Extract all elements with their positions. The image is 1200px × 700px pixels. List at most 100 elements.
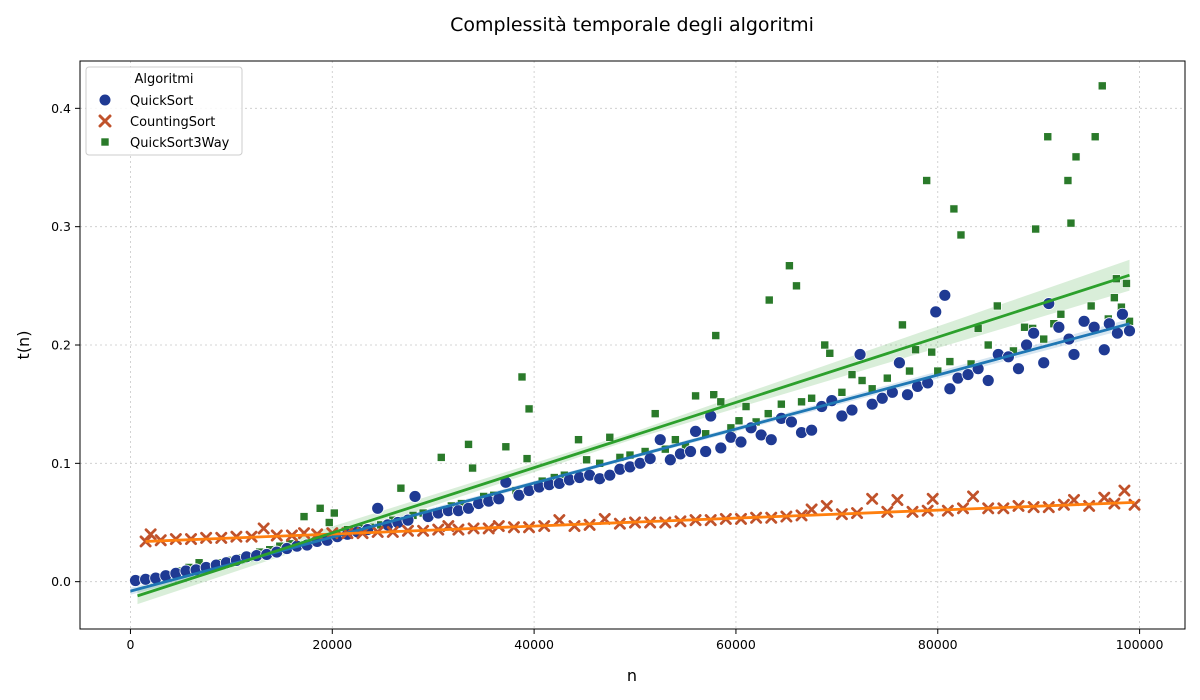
point-quicksort3way <box>1090 132 1100 142</box>
point-countingsort <box>967 490 980 503</box>
point-quicksort <box>408 490 422 503</box>
point-quicksort3way <box>1097 81 1107 91</box>
point-quicksort <box>603 468 617 482</box>
point-quicksort <box>1097 343 1111 357</box>
y-tick-label: 0.4 <box>51 101 71 116</box>
x-tick-label: 0 <box>126 637 134 652</box>
point-quicksort3way <box>605 432 615 442</box>
point-quicksort3way <box>1056 309 1066 319</box>
point-quicksort <box>893 356 906 370</box>
point-quicksort3way <box>709 390 719 400</box>
y-tick-label: 0.0 <box>51 574 71 589</box>
point-quicksort <box>929 305 943 319</box>
point-quicksort3way <box>898 320 907 330</box>
point-quicksort3way <box>522 454 532 463</box>
point-quicksort3way <box>299 512 309 521</box>
confidence-band-quicksort3way <box>137 259 1130 605</box>
point-quicksort3way <box>820 340 830 350</box>
point-quicksort3way <box>1122 279 1131 288</box>
point-countingsort <box>1118 484 1131 497</box>
point-quicksort <box>845 403 859 417</box>
point-countingsort <box>553 514 566 527</box>
point-quicksort3way <box>797 397 806 407</box>
point-quicksort3way <box>911 345 920 355</box>
point-quicksort3way <box>857 376 867 385</box>
point-quicksort <box>714 441 728 455</box>
point-quicksort3way <box>1110 293 1119 302</box>
y-axis-label: t(n) <box>14 331 33 360</box>
point-quicksort3way <box>716 397 726 407</box>
fit-line-countingsort <box>145 500 1135 543</box>
point-quicksort3way <box>574 435 583 444</box>
point-quicksort3way <box>671 435 680 444</box>
legend-marker-quicksort <box>98 93 112 107</box>
point-quicksort3way <box>315 503 325 513</box>
point-countingsort <box>257 522 270 535</box>
point-countingsort <box>820 499 833 512</box>
point-quicksort <box>835 409 849 423</box>
legend-title: Algoritmi <box>134 72 193 87</box>
point-quicksort <box>1077 314 1091 328</box>
point-quicksort3way <box>734 416 744 426</box>
point-quicksort3way <box>825 348 835 358</box>
point-quicksort3way <box>396 483 406 493</box>
x-tick-label: 40000 <box>514 637 554 652</box>
grid-lines <box>80 61 1185 629</box>
point-quicksort3way <box>524 404 534 414</box>
point-quicksort3way <box>905 366 914 376</box>
point-quicksort3way <box>1066 218 1076 228</box>
legend-label-countingsort: CountingSort <box>130 115 215 130</box>
point-quicksort3way <box>582 455 591 465</box>
point-quicksort3way <box>436 453 446 462</box>
point-countingsort <box>891 494 904 507</box>
point-quicksort <box>684 445 697 458</box>
point-quicksort <box>1116 307 1129 321</box>
point-quicksort <box>1027 326 1041 340</box>
point-quicksort3way <box>993 301 1002 311</box>
point-quicksort <box>764 433 778 447</box>
point-quicksort3way <box>501 442 511 452</box>
point-quicksort3way <box>883 373 892 383</box>
point-quicksort3way <box>324 518 334 527</box>
point-quicksort3way <box>807 393 816 403</box>
point-quicksort3way <box>1020 322 1029 332</box>
legend-label-quicksort3way: QuickSort3Way <box>130 136 230 151</box>
point-quicksort3way <box>922 176 931 185</box>
point-quicksort3way <box>1039 334 1049 344</box>
point-quicksort3way <box>777 399 786 409</box>
legend-box <box>85 66 243 156</box>
point-quicksort3way <box>847 370 857 379</box>
chart-title: Complessità temporale degli algoritmi <box>450 14 814 36</box>
point-quicksort3way <box>1086 301 1096 311</box>
legend: Algoritmi QuickSort CountingSort QuickSo… <box>85 66 243 156</box>
point-quicksort3way <box>517 372 527 382</box>
point-quicksort3way <box>792 281 801 291</box>
point-quicksort <box>663 453 677 467</box>
point-countingsort <box>659 516 672 529</box>
point-quicksort <box>371 501 385 515</box>
point-quicksort3way <box>837 388 847 397</box>
point-quicksort3way <box>949 204 959 214</box>
point-quicksort3way <box>956 230 966 240</box>
point-quicksort <box>1123 324 1136 338</box>
point-countingsort <box>492 520 505 533</box>
point-quicksort <box>805 423 819 437</box>
point-quicksort <box>853 348 867 361</box>
legend-marker-quicksort3way <box>100 137 110 147</box>
point-quicksort3way <box>741 402 751 411</box>
point-quicksort <box>961 368 975 381</box>
point-countingsort <box>568 520 581 533</box>
y-tick-label: 0.2 <box>51 338 71 353</box>
point-countingsort <box>805 503 818 516</box>
x-tick-label: 80000 <box>918 637 958 652</box>
point-quicksort <box>689 424 702 438</box>
point-quicksort <box>1052 320 1066 334</box>
point-countingsort <box>1098 491 1111 504</box>
point-quicksort3way <box>945 357 955 366</box>
legend-label-quicksort: QuickSort <box>130 94 193 109</box>
fit-line-quicksort <box>130 322 1130 593</box>
point-quicksort3way <box>764 295 774 305</box>
point-quicksort3way <box>650 409 660 418</box>
y-tick-label: 0.3 <box>51 219 71 234</box>
